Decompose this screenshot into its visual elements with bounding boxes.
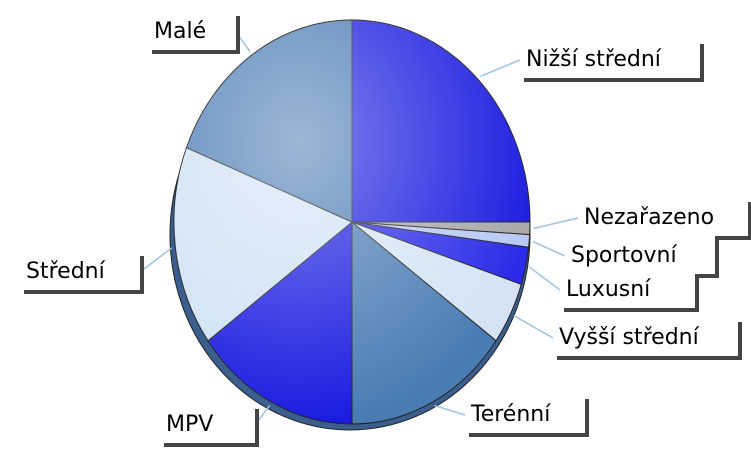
leader-line [533,217,579,230]
slice-label: Terénní [470,402,551,427]
leader-line [513,314,554,339]
label-box [578,198,748,236]
labels: Nižší střední Nezařazeno Sportovní Luxusní V… [20,12,751,447]
pie-slice [351,19,531,223]
label-box [148,12,236,50]
label-box [553,318,738,356]
slice-label: Vyšší střední [559,325,700,350]
label-box [465,395,585,433]
label-box [560,270,695,308]
slice-label: Nižší střední [526,47,662,72]
slice-label: MPV [166,412,213,437]
leader-line [528,266,561,291]
leader-line [532,240,566,257]
slice-label: Nezařazeno [584,205,714,230]
slices [173,19,531,425]
leader-line [434,404,466,416]
slice-label: Střední [26,259,106,284]
label-box [20,252,140,290]
leader-line [139,247,173,273]
label-box [565,236,715,274]
slice-label: Malé [154,19,206,44]
leader-line [480,59,521,78]
slice-label: Luxusní [566,277,651,302]
label-box [520,40,700,78]
slice-label: Sportovní [571,243,677,268]
label-box [160,405,255,443]
